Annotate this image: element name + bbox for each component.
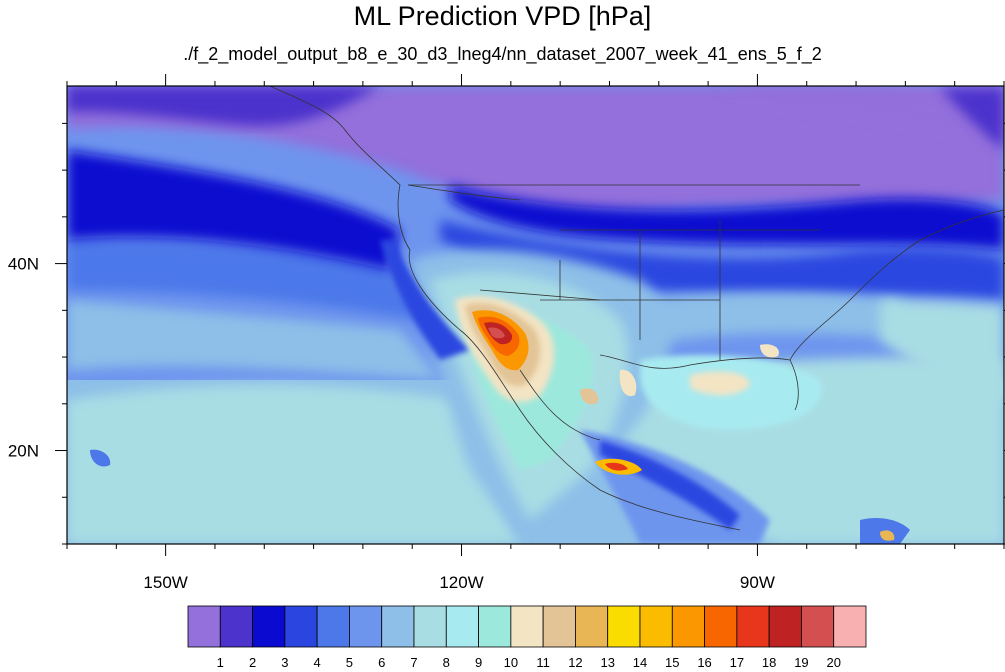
colorbar-label: 19 <box>794 655 808 670</box>
lon-tick-label: 90W <box>740 573 775 592</box>
lon-tick-label: 120W <box>439 573 483 592</box>
axis-ticks: 150W 120W 90W 40N 20N <box>8 74 1005 592</box>
colorbar-swatch <box>316 605 350 648</box>
colorbar-swatch <box>639 605 673 648</box>
colorbar-label: 9 <box>475 655 482 670</box>
colorbar-label: 16 <box>697 655 711 670</box>
colorbar-label: 1 <box>217 655 224 670</box>
colorbar-swatch <box>284 605 318 648</box>
colorbar-swatch <box>445 605 479 648</box>
colorbar-swatch <box>607 605 641 648</box>
colorbar-label: 15 <box>665 655 679 670</box>
colorbar-label: 2 <box>249 655 256 670</box>
lat-tick-label: 40N <box>8 255 39 274</box>
colorbar-label: 3 <box>281 655 288 670</box>
colorbar-label: 8 <box>443 655 450 670</box>
colorbar-swatch <box>801 605 835 648</box>
colorbar-swatch <box>187 605 221 648</box>
chart-title: ML Prediction VPD [hPa] <box>353 1 652 31</box>
colorbar-swatch <box>252 605 286 648</box>
colorbar-swatch <box>833 605 867 648</box>
lon-tick-label: 150W <box>143 573 187 592</box>
colorbar: 1 2 3 4 5 6 7 8 9 10 11 12 13 14 15 16 17 18 19 20 <box>187 605 867 670</box>
colorbar-swatch <box>542 605 576 648</box>
colorbar-swatch <box>575 605 609 648</box>
colorbar-label: 18 <box>762 655 776 670</box>
colorbar-label: 11 <box>536 655 550 670</box>
colorbar-label: 13 <box>600 655 614 670</box>
colorbar-label: 14 <box>633 655 647 670</box>
colorbar-label: 12 <box>568 655 582 670</box>
colorbar-swatch <box>510 605 544 648</box>
colorbar-label: 17 <box>730 655 744 670</box>
colorbar-label: 6 <box>378 655 385 670</box>
colorbar-swatch <box>704 605 738 648</box>
colorbar-swatch <box>413 605 447 648</box>
colorbar-swatch <box>736 605 770 648</box>
colorbar-swatch <box>768 605 802 648</box>
coastlines <box>269 86 1004 531</box>
colorbar-label: 4 <box>314 655 321 670</box>
chart-subtitle: ./f_2_model_output_b8_e_30_d3_lneg4/nn_d… <box>183 44 822 64</box>
colorbar-swatch <box>349 605 383 648</box>
colorbar-swatch <box>219 605 253 648</box>
lat-tick-label: 20N <box>8 442 39 461</box>
colorbar-label: 7 <box>410 655 417 670</box>
colorbar-swatch <box>381 605 415 648</box>
colorbar-label: 20 <box>826 655 840 670</box>
vpd-field <box>67 86 1004 544</box>
plot-border <box>66 85 1005 545</box>
colorbar-label: 10 <box>504 655 518 670</box>
colorbar-swatch <box>478 605 512 648</box>
colorbar-swatch <box>671 605 705 648</box>
colorbar-label: 5 <box>346 655 353 670</box>
